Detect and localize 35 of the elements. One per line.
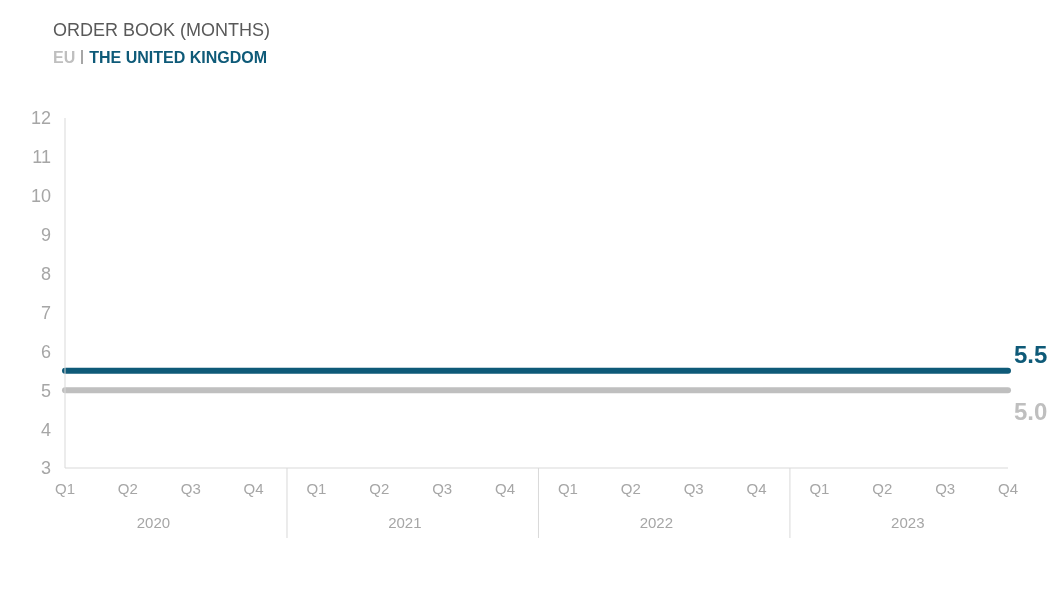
y-tick-label: 7 bbox=[40, 302, 51, 323]
y-tick-label: 3 bbox=[40, 458, 51, 479]
chart-title: ORDER BOOK (MONTHS) bbox=[53, 20, 271, 41]
y-tick-label: 8 bbox=[40, 263, 51, 284]
x-tick-label: Q2 bbox=[872, 480, 893, 497]
y-tick-label: 12 bbox=[30, 108, 51, 129]
text: 2023 bbox=[891, 514, 925, 531]
x-tick-label: Q3 bbox=[683, 480, 704, 497]
data-label: 5.0 bbox=[1014, 398, 1048, 426]
text: THE UNITED KINGDOM bbox=[89, 49, 268, 66]
x-tick-label: Q3 bbox=[935, 480, 956, 497]
text: 2021 bbox=[388, 514, 422, 531]
x-tick-label: Q4 bbox=[997, 480, 1019, 497]
x-tick-label: Q1 bbox=[557, 480, 578, 497]
x-tick-label: Q4 bbox=[495, 480, 516, 497]
x-tick-label: Q2 bbox=[620, 480, 641, 497]
text: 2020 bbox=[136, 514, 171, 531]
x-tick-label: Q3 bbox=[180, 480, 201, 497]
text: EU bbox=[53, 49, 76, 66]
y-tick-label: 6 bbox=[40, 341, 51, 362]
y-tick-label: 11 bbox=[32, 147, 51, 168]
x-tick-label: Q1 bbox=[809, 480, 830, 497]
y-tick-label: 9 bbox=[40, 225, 51, 246]
x-tick-label: Q1 bbox=[306, 480, 327, 497]
text: 2022 bbox=[639, 514, 674, 531]
x-tick-label: Q3 bbox=[432, 480, 453, 497]
data-label: 5.5 bbox=[1014, 340, 1048, 368]
x-tick-label: Q1 bbox=[54, 480, 76, 497]
y-tick-label: 10 bbox=[30, 186, 51, 207]
y-tick-label: 5 bbox=[40, 380, 51, 401]
x-tick-label: Q2 bbox=[369, 480, 390, 497]
x-tick-label: Q2 bbox=[117, 480, 138, 497]
x-tick-label: Q4 bbox=[746, 480, 767, 497]
x-tick-label: Q4 bbox=[243, 480, 264, 497]
y-tick-label: 4 bbox=[40, 419, 51, 440]
